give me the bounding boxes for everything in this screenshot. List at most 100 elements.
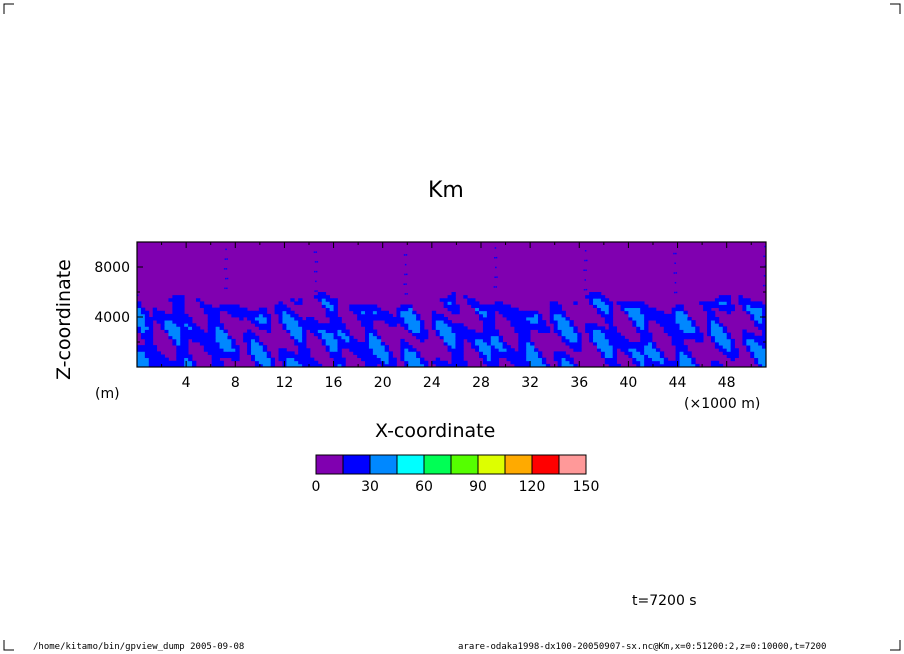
field-cell — [290, 313, 295, 318]
field-cell — [176, 320, 181, 324]
field-cell — [298, 348, 303, 352]
field-cell — [365, 348, 370, 352]
field-cell — [380, 354, 386, 359]
x-tick-label: 28 — [472, 375, 490, 391]
field-cell — [695, 363, 700, 367]
field-cell — [565, 360, 570, 365]
field-cell — [215, 363, 220, 367]
field-cell — [188, 323, 193, 327]
field-cell — [176, 310, 181, 315]
field-cell — [518, 326, 523, 330]
field-cell — [251, 351, 256, 355]
field-cell — [345, 345, 350, 349]
field-cell — [758, 338, 763, 343]
field-cell — [420, 335, 425, 340]
field-cell — [172, 320, 177, 324]
field-cell — [251, 310, 256, 315]
field-cell — [219, 329, 224, 334]
field-cell — [479, 345, 484, 349]
field-cell — [530, 354, 535, 359]
field-cell — [290, 329, 295, 334]
field-cell — [353, 338, 358, 343]
field-cell — [345, 342, 350, 346]
field-cell — [388, 317, 393, 321]
field-cell — [628, 307, 633, 312]
field-cell — [211, 320, 217, 324]
field-cell — [396, 307, 401, 312]
field-cell — [254, 345, 260, 349]
field-cell — [431, 313, 437, 318]
field-cell — [337, 354, 342, 359]
field-cell — [423, 335, 429, 340]
field-cell — [714, 332, 720, 337]
field-cell — [235, 307, 240, 312]
field-cell — [604, 310, 610, 315]
field-cell — [443, 338, 448, 343]
colorbar-swatch — [477, 454, 506, 475]
field-cell — [247, 313, 252, 318]
field-cell — [219, 363, 224, 367]
field-cell — [368, 348, 374, 352]
field-cell — [251, 317, 256, 321]
field-cell — [278, 301, 283, 305]
field-cell — [176, 329, 181, 334]
field-cell — [333, 317, 338, 321]
field-cell — [302, 338, 307, 343]
field-cell — [137, 363, 142, 367]
field-cell — [569, 357, 574, 362]
field-cell — [274, 310, 279, 315]
field-cell — [180, 329, 185, 334]
field-cell — [726, 332, 732, 337]
field-cell — [644, 304, 649, 309]
field-cell — [325, 295, 331, 299]
field-cell — [365, 342, 370, 346]
field-cell — [337, 357, 342, 362]
field-cell — [691, 326, 696, 330]
field-cell — [160, 323, 165, 327]
field-cell — [251, 354, 256, 359]
field-cell — [683, 357, 688, 362]
field-cell — [671, 363, 676, 367]
field-cell — [636, 310, 641, 315]
field-cell — [742, 342, 747, 346]
field-cell — [160, 313, 165, 318]
field-cell — [667, 329, 673, 334]
field-cell — [148, 323, 154, 327]
field-cell — [589, 338, 594, 343]
field-cell — [679, 307, 684, 312]
field-cell — [522, 310, 527, 315]
field-cell — [412, 310, 417, 315]
field-cell — [718, 348, 724, 352]
field-cell — [404, 345, 409, 349]
field-cell — [211, 345, 217, 349]
field-cell — [565, 323, 570, 327]
field-cell — [337, 360, 342, 365]
field-cell — [341, 345, 346, 349]
field-cell — [168, 332, 173, 337]
field-cell — [258, 360, 264, 365]
field-cell — [357, 351, 362, 355]
field-cell — [333, 345, 338, 349]
field-cell — [333, 363, 338, 367]
field-cell — [254, 354, 260, 359]
field-cell — [447, 323, 452, 327]
field-cell — [309, 360, 315, 365]
field-cell — [294, 301, 299, 305]
field-cell — [290, 298, 295, 302]
field-cell — [443, 363, 448, 367]
field-cell — [435, 317, 441, 321]
field-cell — [420, 320, 425, 324]
field-cell — [148, 329, 154, 334]
field-cell — [553, 307, 559, 312]
field-cell — [644, 345, 649, 349]
field-cell — [235, 351, 240, 355]
field-cell — [612, 338, 618, 343]
field-cell — [758, 320, 763, 324]
field-cell — [321, 326, 327, 330]
field-cell — [703, 301, 708, 305]
field-cell — [455, 345, 460, 349]
field-cell — [416, 323, 421, 327]
field-cell — [239, 317, 244, 321]
field-cell — [333, 307, 338, 312]
field-cell — [140, 335, 146, 340]
